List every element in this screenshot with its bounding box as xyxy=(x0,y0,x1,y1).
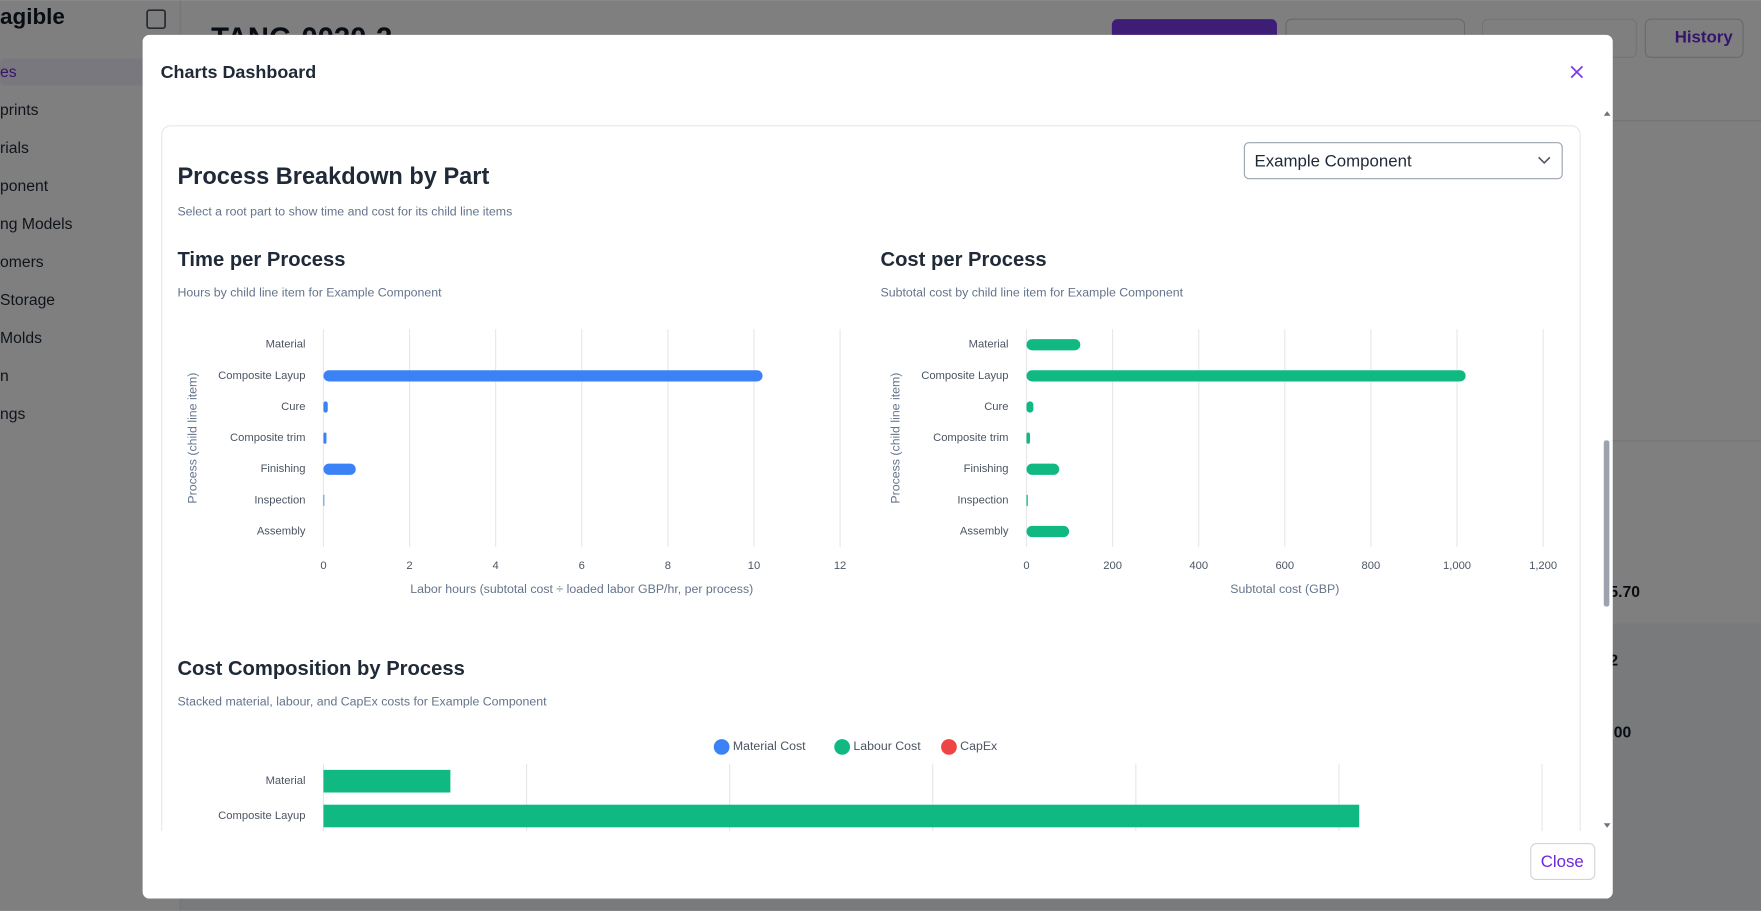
scrollbar-thumb[interactable] xyxy=(1603,440,1610,607)
bar xyxy=(323,432,327,444)
scroll-area: Process Breakdown by Part Select a root … xyxy=(161,125,1581,832)
card xyxy=(161,125,1581,832)
legend-label: Labour Cost xyxy=(853,739,921,753)
bar xyxy=(1026,370,1466,382)
x-tick-label: 10 xyxy=(748,560,760,572)
y-axis-label: Process (child line item) xyxy=(185,373,199,504)
x-axis-label: Subtotal cost (GBP) xyxy=(1230,582,1339,596)
legend-swatch xyxy=(941,739,957,755)
close-button[interactable] xyxy=(1530,842,1596,881)
part-select-value: Example Component xyxy=(1254,151,1411,170)
close-label: Close xyxy=(1541,852,1584,871)
card-subtitle: Select a root part to show time and cost… xyxy=(177,205,512,219)
y-tick-label: Composite trim xyxy=(933,432,1008,444)
bar xyxy=(1026,463,1060,475)
chart-subtitle: Stacked material, labour, and CapEx cost… xyxy=(177,694,547,708)
y-tick-label: Material xyxy=(266,775,306,787)
y-tick-label: Cure xyxy=(281,401,305,413)
chart-subtitle: Subtotal cost by child line item for Exa… xyxy=(881,285,1184,299)
y-tick-label: Material xyxy=(266,339,306,351)
y-tick-label: Cure xyxy=(984,401,1008,413)
bar xyxy=(323,463,356,475)
x-tick-label: 4 xyxy=(493,560,499,572)
bar xyxy=(1026,401,1034,413)
chart-subtitle: Hours by child line item for Example Com… xyxy=(177,285,442,299)
x-tick-label: 6 xyxy=(579,560,585,572)
card-title: Process Breakdown by Part xyxy=(177,163,489,189)
x-tick-label: 600 xyxy=(1275,560,1294,572)
bar xyxy=(323,401,328,413)
part-select[interactable] xyxy=(1243,142,1563,180)
x-tick-label: 2 xyxy=(406,560,412,572)
bar xyxy=(1026,525,1070,538)
y-tick-label: Finishing xyxy=(261,463,306,475)
x-tick-label: 1,000 xyxy=(1443,560,1471,572)
y-tick-label: Material xyxy=(969,339,1009,351)
legend-swatch xyxy=(713,739,730,755)
modal: Charts Dashboard Close Process Breakdown… xyxy=(142,34,1613,899)
legend-label: CapEx xyxy=(960,739,998,753)
x-tick-label: 0 xyxy=(320,560,326,572)
legend-swatch xyxy=(834,739,851,755)
x-tick-label: 8 xyxy=(665,560,671,572)
x-tick-label: 1,200 xyxy=(1529,560,1557,572)
y-tick-label: Assembly xyxy=(257,525,306,537)
legend-label: Material Cost xyxy=(733,739,806,753)
select-chevron xyxy=(1538,156,1551,165)
bar xyxy=(323,494,325,506)
modal-title: Charts Dashboard xyxy=(161,62,317,82)
x-tick-label: 12 xyxy=(834,560,846,572)
y-tick-label: Composite Layup xyxy=(218,370,305,382)
bar xyxy=(1026,339,1081,351)
x-axis-label: Labor hours (subtotal cost ÷ loaded labo… xyxy=(410,582,753,596)
x-tick-label: 800 xyxy=(1362,560,1381,572)
y-tick-label: Inspection xyxy=(254,494,305,506)
x-tick-label: 400 xyxy=(1189,560,1208,572)
bar-segment xyxy=(323,804,1360,828)
chart-title: Cost per Process xyxy=(881,249,1047,271)
y-tick-label: Inspection xyxy=(957,494,1008,506)
y-tick-label: Composite Layup xyxy=(218,810,305,822)
bar xyxy=(323,370,763,382)
y-axis-label: Process (child line item) xyxy=(888,373,902,504)
chart-title: Time per Process xyxy=(177,249,345,271)
y-tick-label: Assembly xyxy=(960,525,1009,537)
y-tick-label: Finishing xyxy=(964,463,1009,475)
bar xyxy=(1026,432,1030,444)
bar xyxy=(1026,494,1028,506)
x-tick-label: 0 xyxy=(1023,560,1029,572)
modal-close-icon[interactable] xyxy=(1570,65,1584,79)
y-tick-label: Composite trim xyxy=(230,432,305,444)
bar-segment xyxy=(323,769,451,793)
y-tick-label: Composite Layup xyxy=(921,370,1008,382)
chart-title: Cost Composition by Process xyxy=(177,658,464,680)
x-tick-label: 200 xyxy=(1103,560,1122,572)
